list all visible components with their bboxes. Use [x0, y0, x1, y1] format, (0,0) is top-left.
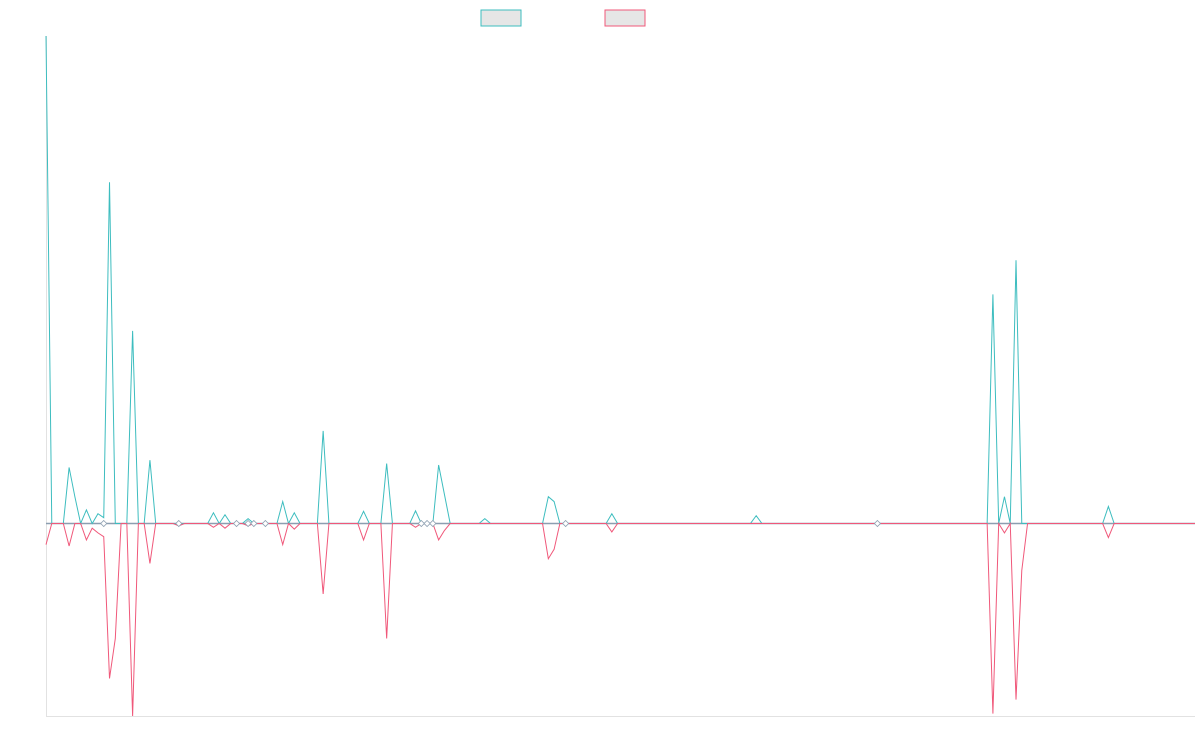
baseline-marker — [244, 519, 252, 528]
legend-swatch-series-b[interactable] — [604, 9, 646, 27]
baseline-marker — [429, 519, 437, 528]
baseline-marker — [175, 519, 183, 528]
series-layer — [45, 35, 1195, 717]
baseline-marker — [261, 519, 269, 528]
legend-swatch-series-a[interactable] — [480, 9, 522, 27]
baseline-marker — [873, 519, 882, 528]
baseline-marker — [417, 519, 425, 528]
baseline-marker — [250, 519, 258, 528]
series-a-line — [45, 35, 1195, 526]
baseline-marker — [232, 519, 241, 528]
legend — [480, 9, 646, 27]
baseline-marker — [100, 519, 108, 528]
baseline-marker — [562, 519, 570, 528]
marker-layer — [100, 519, 882, 528]
baseline-marker — [423, 519, 431, 528]
series-b-line — [45, 521, 1195, 717]
axes — [46, 36, 1195, 717]
